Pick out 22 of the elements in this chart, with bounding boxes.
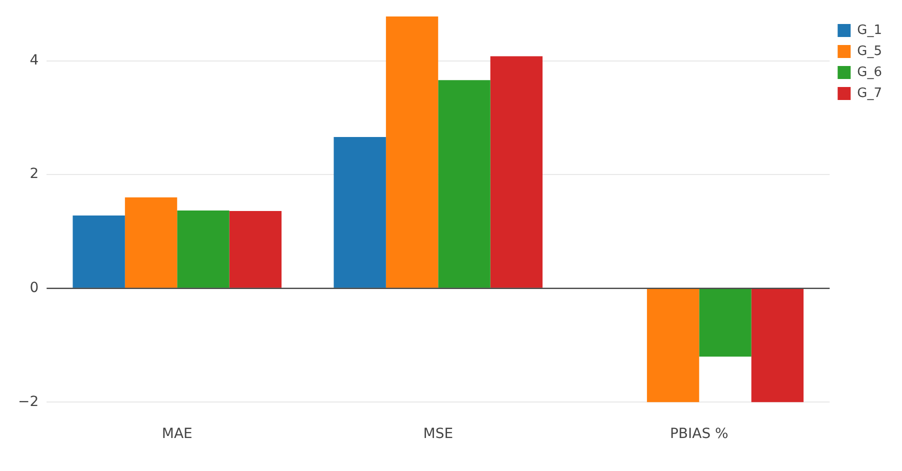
bar xyxy=(386,16,438,288)
bar xyxy=(438,80,490,288)
legend-label: G_5 xyxy=(857,44,882,59)
y-tick-label: −2 xyxy=(18,394,39,410)
x-tick-label: MAE xyxy=(162,426,192,442)
x-tick-label: PBIAS % xyxy=(670,426,728,442)
y-tick-label: 4 xyxy=(30,52,39,68)
bar xyxy=(699,288,752,357)
legend-label: G_7 xyxy=(857,86,882,101)
legend-label: G_6 xyxy=(857,64,882,80)
legend-label: G_1 xyxy=(857,22,882,38)
bar xyxy=(751,288,804,402)
y-tick-label: 0 xyxy=(30,280,39,296)
y-tick-label: 2 xyxy=(30,166,39,182)
bar xyxy=(490,56,543,288)
bar xyxy=(177,210,230,288)
bar xyxy=(334,137,386,288)
bar xyxy=(72,216,125,288)
bar xyxy=(646,288,700,402)
x-tick-label: MSE xyxy=(423,426,454,442)
bar xyxy=(124,197,178,288)
bar xyxy=(229,211,282,288)
